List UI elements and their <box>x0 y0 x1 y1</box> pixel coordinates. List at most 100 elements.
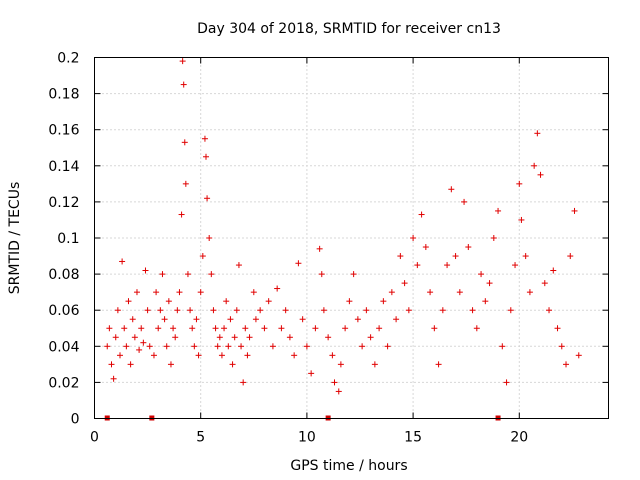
data-point <box>218 352 225 359</box>
data-point <box>191 343 198 350</box>
data-point <box>269 343 276 350</box>
data-point <box>119 258 126 265</box>
data-point <box>140 339 147 346</box>
data-point <box>146 343 153 350</box>
data-point <box>216 334 223 341</box>
y-tick-label: 0.02 <box>48 375 79 391</box>
data-point <box>563 361 570 368</box>
data-point <box>444 262 451 269</box>
data-point <box>329 352 336 359</box>
data-point <box>274 285 281 292</box>
x-tick-label: 10 <box>298 430 316 446</box>
data-point <box>199 253 206 260</box>
data-point <box>405 307 412 314</box>
y-tick-label: 0.04 <box>48 339 79 355</box>
data-point <box>541 280 548 287</box>
data-point <box>371 361 378 368</box>
data-point <box>534 130 541 137</box>
data-point <box>181 139 188 146</box>
data-point <box>252 316 259 323</box>
data-point <box>537 171 544 178</box>
x-tick-label: 15 <box>404 430 422 446</box>
data-point <box>295 260 302 267</box>
data-point <box>456 289 463 296</box>
data-point <box>354 316 361 323</box>
data-point <box>350 271 357 278</box>
data-point <box>286 334 293 341</box>
data-point <box>282 307 289 314</box>
x-axis-label: GPS time / hours <box>290 458 407 474</box>
data-point <box>495 207 502 214</box>
data-point <box>214 343 221 350</box>
data-point <box>522 253 529 260</box>
y-tick-label: 0.1 <box>57 231 79 247</box>
data-point <box>490 235 497 241</box>
data-point <box>121 325 128 332</box>
chart-title: Day 304 of 2018, SRMTID for receiver cn1… <box>197 21 501 37</box>
data-point <box>161 316 168 323</box>
data-point <box>401 280 408 287</box>
data-point <box>182 180 189 187</box>
data-points <box>104 58 582 395</box>
data-point <box>312 325 319 332</box>
data-point <box>163 343 170 350</box>
data-point <box>144 307 151 314</box>
data-point <box>452 253 459 260</box>
data-point <box>575 352 582 359</box>
data-point <box>170 325 177 332</box>
data-point <box>526 289 533 296</box>
data-point <box>359 343 366 350</box>
data-point <box>106 325 113 332</box>
data-point <box>127 361 134 368</box>
data-point <box>244 352 251 359</box>
data-point <box>133 289 140 296</box>
data-point <box>393 316 400 323</box>
data-point <box>110 375 117 382</box>
x-tick-label: 20 <box>510 430 528 446</box>
data-point <box>414 262 421 269</box>
data-point <box>418 211 425 218</box>
data-point <box>469 307 476 314</box>
y-tick-label: 0.16 <box>48 123 79 139</box>
data-point <box>337 361 344 368</box>
data-point <box>422 244 429 251</box>
data-point <box>116 352 123 359</box>
data-point <box>261 325 268 332</box>
data-point <box>257 307 264 314</box>
data-point <box>231 334 238 341</box>
data-point <box>367 334 374 341</box>
data-point <box>180 81 187 88</box>
data-point <box>571 207 578 214</box>
data-point <box>499 343 506 350</box>
data-point <box>195 352 202 359</box>
data-point <box>516 180 523 187</box>
data-point <box>104 343 111 350</box>
data-point <box>206 235 213 241</box>
data-point <box>512 262 519 269</box>
data-point <box>461 198 468 205</box>
data-point <box>210 307 217 314</box>
y-tick-label: 0.08 <box>48 267 79 283</box>
y-tick-label: 0.12 <box>48 195 79 211</box>
data-point <box>473 325 480 332</box>
data-point <box>150 352 157 359</box>
x-tick-label: 5 <box>196 430 205 446</box>
data-point <box>308 370 315 377</box>
data-point <box>299 316 306 323</box>
data-point <box>197 289 204 296</box>
data-point <box>153 289 160 296</box>
y-tick-label: 0 <box>71 412 80 428</box>
data-point <box>503 379 510 386</box>
data-point <box>431 325 438 332</box>
data-point <box>410 235 417 241</box>
data-point <box>203 153 210 160</box>
data-point <box>212 325 219 332</box>
data-point <box>397 253 404 260</box>
data-point <box>546 307 553 314</box>
data-point <box>558 343 565 350</box>
data-point <box>250 289 257 296</box>
data-point <box>465 244 472 251</box>
data-point <box>233 307 240 314</box>
data-point <box>129 316 136 323</box>
data-point <box>554 325 561 332</box>
